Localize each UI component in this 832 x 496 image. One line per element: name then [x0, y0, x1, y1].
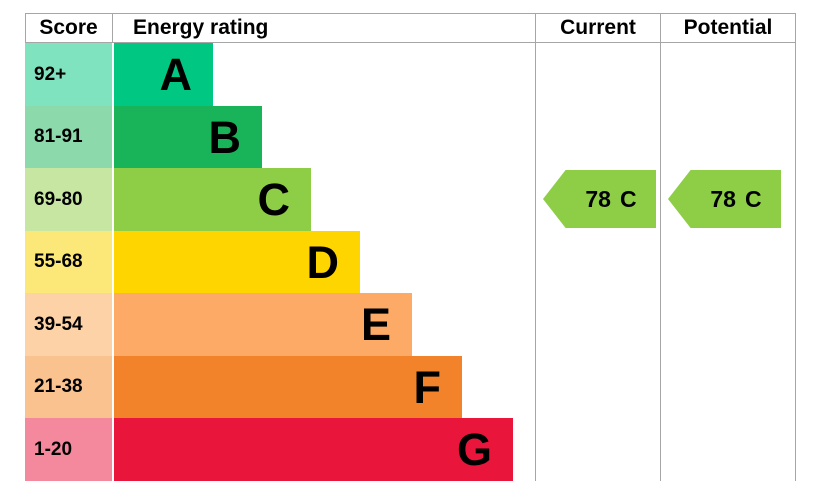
band-score-cell: 81-91 — [25, 106, 112, 168]
current-rating-value: 78 — [585, 185, 611, 212]
band-bar: G — [114, 418, 513, 481]
band-bar: F — [114, 356, 462, 418]
potential-rating-arrow: 78 C — [668, 170, 781, 228]
band-bar: D — [114, 231, 360, 293]
band-score-cell: 55-68 — [25, 231, 112, 293]
current-column-header: Current — [560, 15, 636, 39]
band-letter: F — [413, 361, 442, 413]
potential-rating-value: 78 — [710, 185, 736, 212]
band-bar: E — [114, 293, 412, 356]
band-row: 1-20 G — [25, 418, 535, 481]
current-rating-band: C — [619, 185, 637, 212]
grid-line-left — [25, 13, 26, 42]
grid-line-header-bottom — [25, 42, 795, 43]
grid-line-top — [25, 13, 795, 14]
band-score-cell: 1-20 — [25, 418, 112, 481]
score-column-header: Score — [39, 15, 98, 39]
band-row: 39-54 E — [25, 293, 535, 356]
band-row: 21-38 F — [25, 356, 535, 418]
grid-line-right — [795, 13, 796, 481]
grid-line-current-divider — [535, 13, 536, 481]
band-row: 81-91 B — [25, 106, 535, 168]
band-bar: B — [114, 106, 262, 168]
band-score-cell: 21-38 — [25, 356, 112, 418]
band-score-cell: 92+ — [25, 43, 112, 106]
band-letter: D — [306, 236, 340, 288]
grid-line-score-divider — [112, 13, 113, 42]
band-letter: E — [360, 299, 391, 350]
band-row: 92+ A — [25, 43, 535, 106]
current-rating-arrow: 78 C — [543, 170, 656, 228]
band-row: 55-68 D — [25, 231, 535, 293]
energy-rating-column-header: Energy rating — [133, 15, 269, 39]
band-score-cell: 39-54 — [25, 293, 112, 356]
band-bar: A — [114, 43, 213, 106]
band-letter: C — [257, 174, 291, 225]
band-letter: G — [456, 424, 492, 475]
band-letter: B — [208, 111, 242, 163]
grid-line-potential-divider — [660, 13, 661, 481]
band-letter: A — [159, 49, 193, 100]
band-score-cell: 69-80 — [25, 168, 112, 231]
potential-column-header: Potential — [683, 15, 773, 39]
band-row: 69-80 C — [25, 168, 535, 231]
potential-rating-band: C — [744, 185, 762, 212]
band-bar: C — [114, 168, 311, 231]
